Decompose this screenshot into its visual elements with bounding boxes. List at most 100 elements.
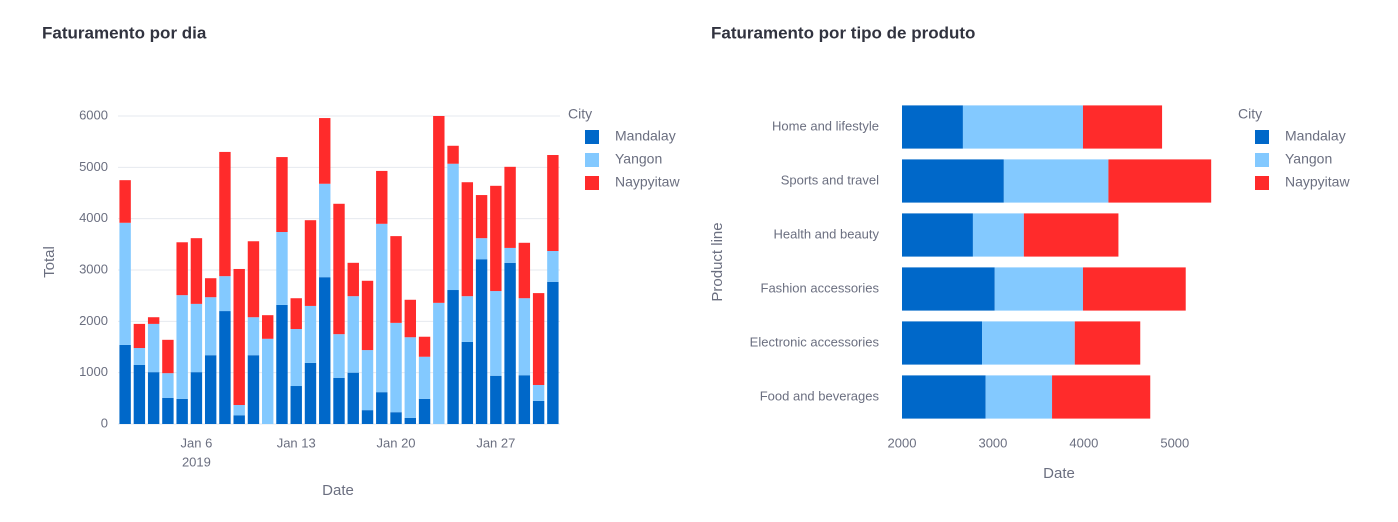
y-tick-label: 3000	[79, 261, 108, 276]
bar-segment	[304, 220, 317, 306]
bar-segment	[376, 223, 388, 393]
x-tick-label: Jan 6	[181, 435, 213, 450]
bar-segment	[119, 222, 131, 345]
legend-swatch	[1255, 176, 1269, 190]
bar-segment	[290, 298, 302, 330]
legend-label: Yangon	[615, 151, 662, 167]
bar-segment	[276, 304, 288, 424]
bar-segment	[390, 322, 402, 413]
bar-segment	[233, 268, 245, 406]
bar-segment	[190, 372, 203, 424]
y-axis-title: Total	[41, 246, 58, 278]
bar-segment	[404, 299, 416, 338]
y-axis-title: Product line	[709, 222, 726, 301]
x-tick-label: Jan 20	[377, 435, 416, 450]
bar-segment	[1082, 105, 1163, 149]
bar-segment	[204, 297, 217, 356]
bar-segment	[1052, 375, 1151, 419]
bar-segment	[304, 362, 317, 424]
bar-segment	[262, 338, 274, 424]
bar-segment	[504, 247, 516, 263]
bar-segment	[532, 293, 545, 385]
bar-segment	[361, 280, 374, 351]
bar-segment	[204, 278, 217, 298]
bar-segment	[461, 296, 474, 342]
y-tick-label: 2000	[79, 313, 108, 328]
legend-label: Naypyitaw	[1285, 174, 1350, 190]
bar-segment	[347, 372, 359, 424]
chart-title: Faturamento por tipo de produto	[711, 23, 975, 42]
bar-segment	[219, 276, 231, 312]
bar-segment	[347, 262, 359, 297]
legend-swatch	[585, 130, 599, 144]
bar-segment	[532, 400, 545, 424]
bar-segment	[1082, 267, 1186, 311]
bar-segment	[1023, 213, 1119, 257]
bar-segment	[404, 417, 416, 424]
bar-segment	[333, 334, 345, 378]
y-tick-label: Food and beverages	[760, 388, 880, 403]
y-tick-label: Electronic accessories	[750, 334, 880, 349]
bar-segment	[319, 118, 331, 184]
bar-segment	[504, 166, 516, 248]
bar-segment	[547, 281, 559, 424]
bar-segment	[902, 105, 963, 149]
bar-segment	[532, 384, 545, 401]
bar-segment	[190, 238, 203, 304]
bar-segment	[518, 298, 531, 376]
bar-segment	[418, 398, 431, 424]
bar-segment	[162, 339, 174, 374]
bar-segment	[962, 105, 1083, 149]
bar-segment	[190, 303, 203, 373]
bar-segment	[418, 356, 431, 399]
bar-segment	[276, 232, 288, 305]
bar-segment	[319, 183, 331, 278]
bar-segment	[147, 317, 160, 324]
legend-swatch	[585, 176, 599, 190]
bar-segment	[475, 238, 488, 260]
bar-segment	[518, 375, 531, 424]
bar-segment	[247, 317, 260, 356]
bar-segment	[433, 302, 445, 424]
bar-segment	[490, 185, 502, 292]
bar-segment	[219, 311, 231, 424]
bar-segment	[447, 145, 459, 164]
legend-label: Naypyitaw	[615, 174, 680, 190]
bar-segment	[518, 242, 531, 299]
bar-segment	[119, 344, 131, 424]
bar-segment	[902, 321, 983, 365]
bar-segment	[276, 157, 288, 233]
legend-swatch	[585, 153, 599, 167]
bar-segment	[304, 305, 317, 363]
y-tick-label: 6000	[79, 107, 108, 122]
bar-segment	[319, 277, 331, 424]
bar-segment	[233, 415, 245, 424]
bar-segment	[982, 321, 1075, 365]
x-tick-label: Jan 27	[476, 435, 515, 450]
bar-segment	[390, 412, 402, 424]
bar-segment	[504, 262, 516, 424]
bar-segment	[176, 398, 188, 424]
bar-segment	[475, 195, 488, 239]
bar-segment	[1108, 159, 1212, 203]
bar-segment	[262, 315, 274, 339]
chart-title: Faturamento por dia	[42, 23, 207, 42]
bar-segment	[333, 377, 345, 424]
bar-segment	[347, 296, 359, 373]
bar-segment	[376, 392, 388, 424]
bar-segment	[219, 151, 231, 277]
bar-segment	[361, 350, 374, 411]
bar-segment	[490, 375, 502, 424]
x-axis-title: Date	[322, 482, 354, 499]
y-tick-label: Sports and travel	[781, 172, 879, 187]
legend-title: City	[1238, 106, 1262, 122]
legend-swatch	[1255, 130, 1269, 144]
bar-segment	[902, 267, 995, 311]
y-tick-label: Home and lifestyle	[772, 118, 879, 133]
bar-segment	[1003, 159, 1109, 203]
bar-segment	[461, 182, 474, 297]
bar-segment	[162, 397, 174, 424]
bar-segment	[461, 341, 474, 424]
